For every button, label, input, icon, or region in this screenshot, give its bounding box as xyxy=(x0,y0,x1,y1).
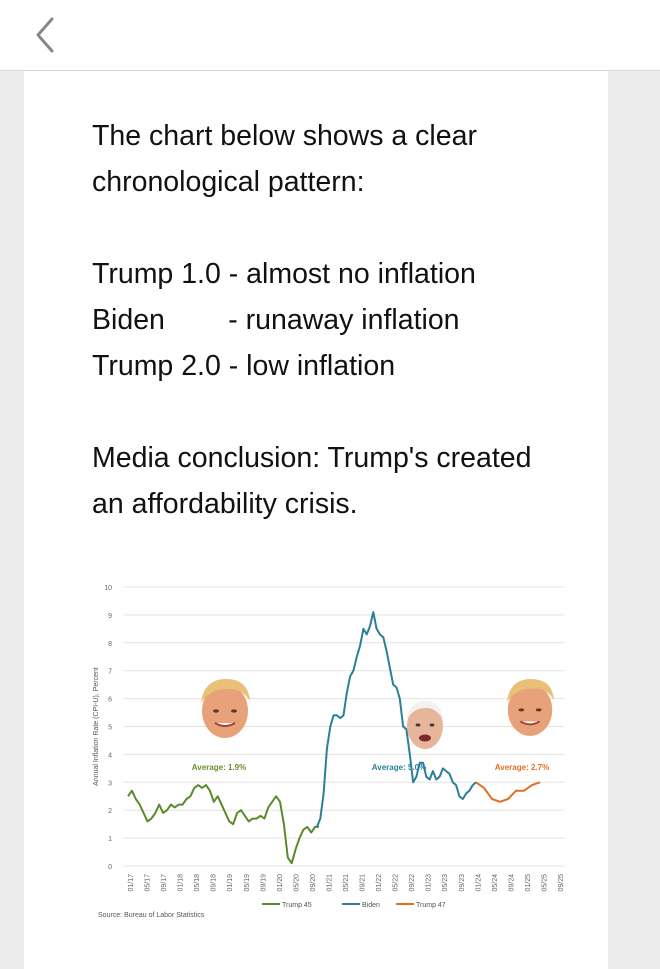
series-line xyxy=(475,781,541,803)
chart-svg: 0 1 2 3 4 5 6 7 8 9 10 Annual Inflation Rate (CPI-U… xyxy=(93,585,565,919)
x-tick-label: 05/23 xyxy=(442,874,449,892)
post-line: chronological pattern: xyxy=(92,166,365,198)
x-tick-label: 01/18 xyxy=(178,874,185,892)
x-tick-label: 01/22 xyxy=(376,874,383,892)
y-tick-label: 1 xyxy=(108,836,112,843)
x-tick-label: 09/20 xyxy=(310,874,317,892)
average-annotation: Average: 1.9% xyxy=(192,763,246,772)
x-tick-label: 01/25 xyxy=(525,874,532,892)
y-tick-label: 10 xyxy=(104,585,112,592)
y-tick-label: 6 xyxy=(108,697,112,704)
x-tick-label: 05/20 xyxy=(293,874,300,892)
x-tick-label: 05/19 xyxy=(244,874,251,892)
y-tick-label: 3 xyxy=(108,780,112,787)
post-line: an affordability crisis. xyxy=(92,488,358,520)
y-tick-label: 0 xyxy=(108,864,112,871)
x-tick-label: 05/17 xyxy=(145,874,152,892)
x-tick-label: 09/24 xyxy=(508,874,515,892)
y-axis-label: Annual Inflation Rate (CPI-U), Percent xyxy=(93,667,100,786)
series-line xyxy=(127,784,319,865)
back-button[interactable] xyxy=(30,14,70,58)
y-tick-label: 4 xyxy=(108,752,112,759)
x-tick-label: 05/24 xyxy=(492,874,499,892)
post-line: Trump 1.0 - almost no inflation xyxy=(92,258,476,290)
top-bar xyxy=(0,0,660,71)
post-line: Biden - runaway inflation xyxy=(92,304,460,336)
x-tick-label: 01/24 xyxy=(475,874,482,892)
legend-label: Biden xyxy=(362,902,380,909)
x-tick-label: 09/19 xyxy=(260,874,267,892)
chevron-left-icon xyxy=(36,17,54,53)
x-tick-label: 05/21 xyxy=(343,874,350,892)
post-line: The chart below shows a clear xyxy=(92,120,477,152)
x-tick-label: 09/17 xyxy=(161,874,168,892)
y-tick-label: 5 xyxy=(108,725,112,732)
x-tick-label: 01/21 xyxy=(326,874,333,892)
biden-face xyxy=(407,701,443,749)
x-tick-label: 09/25 xyxy=(558,874,565,892)
trump-face-left xyxy=(201,679,250,738)
average-annotation: Average: 5.0% xyxy=(372,763,426,772)
legend-label: Trump 45 xyxy=(282,902,312,909)
post-line: Media conclusion: Trump's created xyxy=(92,442,532,474)
y-tick-label: 2 xyxy=(108,808,112,815)
series-line xyxy=(316,611,477,828)
post-card: The chart below shows a clear chronologi… xyxy=(24,71,608,969)
x-tick-label: 01/23 xyxy=(426,874,433,892)
post-line: Trump 2.0 - low inflation xyxy=(92,350,396,382)
x-tick-label: 09/23 xyxy=(459,874,466,892)
x-tick-label: 05/18 xyxy=(194,874,201,892)
y-tick-label: 7 xyxy=(108,669,112,676)
trump-face-right xyxy=(506,678,555,736)
x-tick-label: 05/25 xyxy=(541,874,548,892)
x-tick-label: 09/21 xyxy=(360,874,367,892)
y-tick-label: 9 xyxy=(108,613,112,620)
x-tick-label: 09/18 xyxy=(211,874,218,892)
x-tick-label: 05/22 xyxy=(393,874,400,892)
y-tick-label: 8 xyxy=(108,641,112,648)
post-text: The chart below shows a clear chronologi… xyxy=(92,113,592,527)
x-tick-label: 01/17 xyxy=(128,874,135,892)
legend-label: Trump 47 xyxy=(416,902,446,909)
inflation-chart: 0 1 2 3 4 5 6 7 8 9 10 Annual Inflation Rate (CPI-U… xyxy=(84,571,584,941)
source-note: Source: Bureau of Labor Statistics xyxy=(98,912,205,919)
average-annotation: Average: 2.7% xyxy=(495,763,549,772)
x-tick-label: 09/22 xyxy=(409,874,416,892)
x-tick-label: 01/20 xyxy=(277,874,284,892)
x-tick-label: 01/19 xyxy=(227,874,234,892)
